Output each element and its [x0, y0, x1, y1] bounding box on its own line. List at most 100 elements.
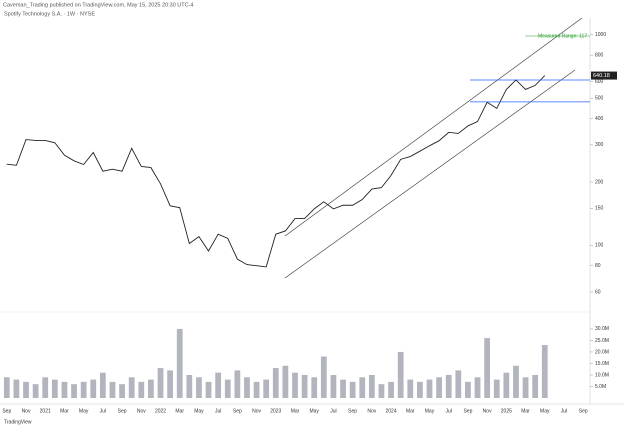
x-tick-label: Mar	[406, 408, 415, 414]
y-tick-label: 100	[595, 243, 604, 249]
volume-bar	[282, 365, 289, 398]
volume-bar	[541, 345, 548, 398]
y-tick-label: 25.0M	[595, 338, 609, 344]
volume-bar	[272, 368, 279, 398]
x-tick-label: Sep	[348, 408, 357, 414]
volume-bar	[263, 379, 270, 398]
volume-bar	[109, 381, 116, 398]
volume-bar	[484, 338, 491, 398]
volume-bar	[234, 370, 241, 398]
volume-bar	[42, 377, 49, 398]
volume-bar	[474, 377, 481, 398]
volume-bar	[503, 372, 510, 398]
volume-bar	[148, 379, 154, 398]
x-tick-label: Mar	[175, 408, 184, 414]
y-tick-label: 150	[595, 206, 604, 212]
volume-bar	[359, 377, 366, 398]
volume-bar	[465, 381, 471, 398]
volume-bar	[378, 384, 385, 398]
volume-bar	[445, 374, 452, 398]
volume-bar	[292, 372, 298, 398]
x-tick-label: Sep	[579, 408, 588, 414]
channel-lower	[284, 69, 576, 279]
volume-bar	[80, 381, 87, 398]
last-price-label: 640.18	[593, 73, 610, 79]
x-tick-label: Nov	[367, 408, 376, 414]
y-tick-label: 1000	[595, 32, 606, 38]
volume-bar	[215, 372, 222, 398]
volume-bar	[138, 381, 145, 398]
volume-bar	[196, 377, 202, 398]
volume-bar	[340, 379, 346, 398]
x-tick-label: 2024	[386, 408, 397, 414]
x-tick-label: May	[540, 408, 550, 414]
y-tick-label: 300	[595, 142, 604, 148]
y-tick-label: 10.0M	[595, 372, 609, 378]
y-tick-label: 30.0M	[595, 326, 609, 332]
volume-bar	[388, 381, 394, 398]
chart-title: Spotify Technology S.A. · 1W · NYSE	[4, 11, 95, 17]
x-tick-label: Jul	[446, 408, 452, 414]
y-tick-label: 200	[595, 179, 604, 185]
volume-bar	[167, 370, 173, 398]
volume-bar	[320, 356, 327, 398]
x-tick-label: Nov	[22, 408, 31, 414]
volume-bar	[224, 379, 231, 398]
volume-bar	[23, 381, 29, 398]
volume-bar	[417, 381, 423, 398]
volume-bar	[90, 379, 97, 398]
x-tick-label: 2021	[40, 408, 51, 414]
y-tick-label: 80	[595, 263, 601, 269]
volume-bar	[253, 381, 260, 398]
volume-bar	[311, 377, 318, 398]
x-tick-label: 2025	[501, 408, 512, 414]
last-price-box	[591, 71, 617, 80]
x-tick-label: Jul	[215, 408, 221, 414]
y-tick-label: 400	[595, 116, 604, 122]
x-tick-label: Jul	[330, 408, 336, 414]
volume-bar	[3, 377, 10, 398]
x-tick-label: Sep	[463, 408, 472, 414]
x-tick-label: Mar	[60, 408, 69, 414]
volume-bar	[13, 379, 20, 398]
volume-bar	[244, 377, 250, 398]
volume-bar	[99, 372, 106, 398]
y-tick-label: 600	[595, 79, 604, 85]
volume-bar	[436, 377, 442, 398]
volume-bar	[205, 381, 212, 398]
volume-bar	[513, 365, 519, 398]
volume-bar	[119, 384, 125, 398]
volume-bar	[397, 351, 404, 398]
footer: TradingView	[4, 419, 32, 425]
volume-bar	[32, 384, 39, 398]
volume-bar	[532, 374, 539, 398]
x-tick-label: Jul	[561, 408, 567, 414]
x-tick-label: 2022	[155, 408, 166, 414]
x-tick-label: Sep	[118, 408, 127, 414]
x-tick-label: Sep	[233, 408, 242, 414]
x-tick-label: May	[309, 408, 319, 414]
y-tick-label: 500	[595, 95, 604, 101]
volume-bar	[186, 374, 193, 398]
x-tick-label: May	[194, 408, 204, 414]
y-tick-label: 800	[595, 53, 604, 59]
volume-bar	[176, 328, 183, 398]
volume-bar	[493, 379, 500, 398]
volume-bar	[407, 379, 414, 398]
x-tick-label: Nov	[137, 408, 146, 414]
volume-bar	[455, 370, 462, 398]
volume-bar	[157, 368, 164, 398]
y-tick-label: 20.0M	[595, 349, 609, 355]
x-tick-label: 2023	[270, 408, 281, 414]
x-tick-label: Mar	[521, 408, 530, 414]
volume-bar	[71, 384, 77, 398]
volume-bar	[426, 379, 433, 398]
x-tick-label: Jul	[100, 408, 106, 414]
x-tick-label: May	[79, 408, 89, 414]
x-tick-label: May	[425, 408, 435, 414]
volume-bar	[51, 379, 58, 398]
volume-bar	[128, 377, 135, 398]
x-tick-label: Nov	[483, 408, 492, 414]
